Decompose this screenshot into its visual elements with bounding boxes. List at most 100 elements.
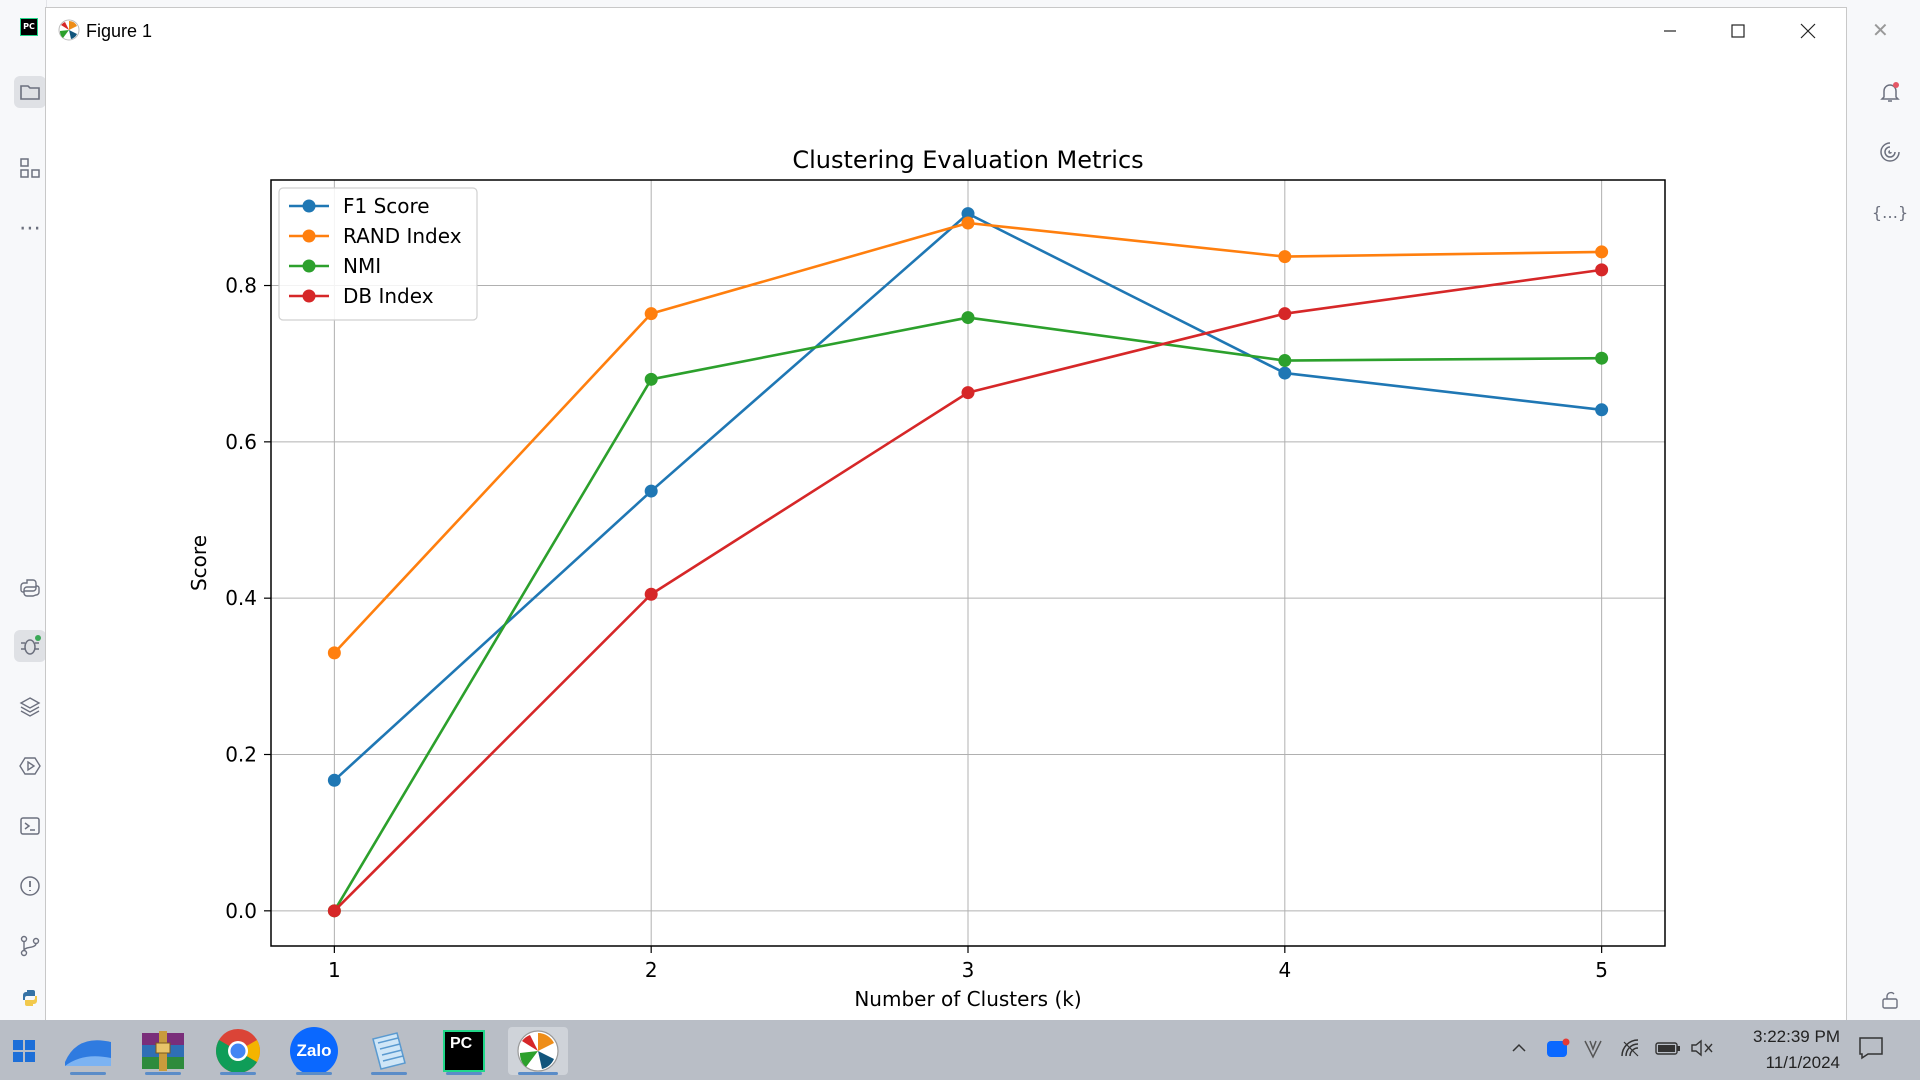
minimize-button[interactable]: [1636, 8, 1704, 54]
legend-label: RAND Index: [343, 224, 462, 248]
matplotlib-icon: [517, 1030, 559, 1072]
vpn-tray-icon[interactable]: [1582, 1038, 1604, 1065]
ticks: 1 2 3 4 5 0.0 0.2 0.4 0.6 0.8: [225, 274, 1608, 982]
ide-right-toolbar: ✕ {…}: [1846, 0, 1920, 1020]
window-titlebar[interactable]: Figure 1: [46, 8, 1846, 54]
notepad-icon: [372, 1032, 406, 1070]
x-tick-label: 4: [1278, 958, 1291, 982]
data-point: [1595, 403, 1609, 417]
pycharm-label: PC: [450, 1035, 473, 1052]
data-point: [327, 773, 341, 787]
legend-item: DB Index: [289, 284, 434, 308]
taskbar-chrome[interactable]: [208, 1027, 268, 1075]
system-clock[interactable]: 3:22:39 PM 11/1/2024: [1700, 1024, 1840, 1076]
ide-left-toolbar: PC ⋯: [0, 0, 47, 1020]
data-point: [327, 904, 341, 918]
notification-center-icon[interactable]: [1858, 1036, 1884, 1065]
series-rand-index: [327, 216, 1609, 660]
data-point: [1278, 354, 1292, 368]
taskbar-pycharm[interactable]: PC: [434, 1027, 494, 1075]
series-f1-score: [327, 207, 1609, 787]
data-point: [961, 311, 975, 325]
start-button[interactable]: [0, 1027, 48, 1075]
app-running-indicator: [220, 1072, 256, 1075]
chart-title: Clustering Evaluation Metrics: [792, 146, 1143, 174]
volume-muted-icon[interactable]: [1690, 1038, 1714, 1063]
data-point: [1278, 307, 1292, 321]
series-db-index: [327, 263, 1609, 918]
data-point: [1278, 366, 1292, 380]
battery-icon[interactable]: [1655, 1038, 1681, 1062]
notifications-icon[interactable]: [1874, 76, 1906, 108]
grid: [271, 180, 1665, 946]
y-tick-label: 0.2: [225, 743, 257, 767]
data-point: [1595, 351, 1609, 365]
app-running-indicator: [70, 1072, 106, 1075]
close-icon: [1800, 23, 1816, 39]
y-axis-label: Score: [187, 535, 211, 591]
python-interpreter-icon[interactable]: [14, 982, 46, 1014]
data-point: [644, 484, 658, 498]
data-point: [961, 216, 975, 230]
clock-date: 11/1/2024: [1765, 1053, 1840, 1072]
taskbar-zalo[interactable]: Zalo: [284, 1027, 344, 1075]
json-icon[interactable]: {…}: [1871, 202, 1909, 222]
terminal-icon[interactable]: [14, 810, 46, 842]
y-tick-label: 0.6: [225, 430, 257, 454]
legend-item: RAND Index: [289, 224, 462, 248]
close-button[interactable]: [1774, 8, 1842, 54]
chrome-icon: [216, 1029, 260, 1073]
structure-icon[interactable]: [14, 152, 46, 184]
ide-close-icon[interactable]: ✕: [1872, 18, 1889, 42]
python-console-icon[interactable]: [14, 572, 46, 604]
legend-item: F1 Score: [289, 194, 430, 218]
legend-box: [278, 187, 478, 321]
matplotlib-icon: [58, 19, 80, 41]
start-icon: [13, 1040, 35, 1062]
taskbar: Zalo PC: [0, 1020, 1920, 1080]
y-tick-label: 0.0: [225, 899, 257, 923]
folder-icon[interactable]: [14, 76, 46, 108]
problems-icon[interactable]: [14, 870, 46, 902]
x-tick-label: 1: [328, 958, 341, 982]
chart: 1 2 3 4 5 0.0 0.2 0.4 0.6 0.8 Clustering Evaluati…: [187, 146, 1666, 1011]
pycharm-icon: PC: [443, 1030, 485, 1072]
taskbar-notepad[interactable]: [359, 1027, 419, 1075]
zalo-label: Zalo: [296, 1041, 332, 1060]
debug-icon[interactable]: [14, 630, 46, 662]
data-point: [961, 207, 975, 221]
maximize-button[interactable]: [1704, 8, 1772, 54]
files-icon: [65, 1040, 111, 1066]
more-icon[interactable]: ⋯: [19, 215, 41, 241]
legend-marker: [302, 259, 316, 273]
y-tick-label: 0.4: [225, 586, 257, 610]
legend-label: F1 Score: [343, 194, 430, 218]
legend-item: NMI: [289, 254, 381, 278]
lock-icon[interactable]: [1874, 984, 1906, 1016]
data-point: [327, 646, 341, 660]
figure-window: Figure 1 1 2 3 4 5 0.0 0.2 0.4 0.6 0.8 Clustering…: [46, 8, 1846, 1020]
taskbar-files[interactable]: [58, 1027, 118, 1075]
data-point: [1595, 263, 1609, 277]
services-icon[interactable]: [14, 750, 46, 782]
show-hidden-icons-icon[interactable]: [1510, 1038, 1528, 1062]
data-point: [961, 386, 975, 400]
taskbar-winrar[interactable]: [133, 1027, 193, 1075]
zalo-tray-icon[interactable]: [1546, 1038, 1570, 1065]
legend-label: NMI: [343, 254, 381, 278]
legend-marker: [302, 229, 316, 243]
winrar-icon: [142, 1031, 184, 1071]
layers-icon[interactable]: [14, 690, 46, 722]
taskbar-matplotlib[interactable]: [508, 1027, 568, 1075]
clock-time: 3:22:39 PM: [1753, 1027, 1840, 1046]
x-tick-label: 3: [962, 958, 975, 982]
git-icon[interactable]: [14, 930, 46, 962]
legend-label: DB Index: [343, 284, 434, 308]
legend: F1 Score RAND Index NMI DB Index: [278, 187, 478, 321]
pycharm-logo-icon: PC: [20, 18, 38, 36]
data-point: [1278, 250, 1292, 264]
ai-assistant-icon[interactable]: [1874, 136, 1906, 168]
wifi-icon[interactable]: [1620, 1038, 1642, 1063]
legend-marker: [302, 289, 316, 303]
